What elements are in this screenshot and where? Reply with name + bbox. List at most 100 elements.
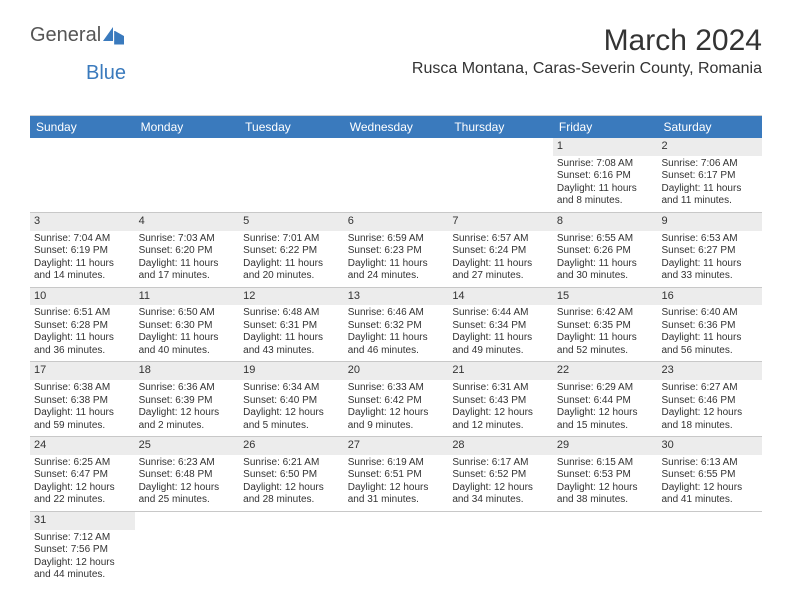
empty-cell xyxy=(239,512,344,586)
weekday-header: Monday xyxy=(135,116,240,138)
day-cell: 6Sunrise: 6:59 AMSunset: 6:23 PMDaylight… xyxy=(344,213,449,287)
empty-cell xyxy=(344,512,449,586)
sunset: Sunset: 6:40 PM xyxy=(243,395,340,408)
month-title: March 2024 xyxy=(412,24,762,58)
sunset: Sunset: 6:23 PM xyxy=(348,245,445,258)
day-number: 11 xyxy=(135,288,240,306)
day-cell: 5Sunrise: 7:01 AMSunset: 6:22 PMDaylight… xyxy=(239,213,344,287)
sunrise: Sunrise: 6:19 AM xyxy=(348,457,445,470)
sunrise: Sunrise: 6:17 AM xyxy=(452,457,549,470)
sunrise: Sunrise: 6:29 AM xyxy=(557,382,654,395)
sunrise: Sunrise: 7:04 AM xyxy=(34,233,131,246)
empty-cell xyxy=(239,138,344,212)
day-number xyxy=(553,512,658,516)
day-body: Sunrise: 6:34 AMSunset: 6:40 PMDaylight:… xyxy=(239,380,344,436)
day-body: Sunrise: 7:12 AMSunset: 7:56 PMDaylight:… xyxy=(30,530,135,586)
week-row: 1Sunrise: 7:08 AMSunset: 6:16 PMDaylight… xyxy=(30,138,762,213)
day-cell: 17Sunrise: 6:38 AMSunset: 6:38 PMDayligh… xyxy=(30,362,135,436)
day-cell: 27Sunrise: 6:19 AMSunset: 6:51 PMDayligh… xyxy=(344,437,449,511)
day-cell: 10Sunrise: 6:51 AMSunset: 6:28 PMDayligh… xyxy=(30,288,135,362)
day-cell: 7Sunrise: 6:57 AMSunset: 6:24 PMDaylight… xyxy=(448,213,553,287)
day-number: 8 xyxy=(553,213,658,231)
daylight: Daylight: 12 hours and 18 minutes. xyxy=(661,407,758,432)
day-number: 14 xyxy=(448,288,553,306)
sunrise: Sunrise: 6:31 AM xyxy=(452,382,549,395)
sunrise: Sunrise: 6:21 AM xyxy=(243,457,340,470)
weekday-header: Sunday xyxy=(30,116,135,138)
day-body: Sunrise: 6:33 AMSunset: 6:42 PMDaylight:… xyxy=(344,380,449,436)
day-body: Sunrise: 6:31 AMSunset: 6:43 PMDaylight:… xyxy=(448,380,553,436)
sunrise: Sunrise: 6:53 AM xyxy=(661,233,758,246)
day-number: 30 xyxy=(657,437,762,455)
day-number: 2 xyxy=(657,138,762,156)
day-body: Sunrise: 7:06 AMSunset: 6:17 PMDaylight:… xyxy=(657,156,762,212)
day-body: Sunrise: 7:08 AMSunset: 6:16 PMDaylight:… xyxy=(553,156,658,212)
daylight: Daylight: 11 hours and 40 minutes. xyxy=(139,332,236,357)
weekday-header: Wednesday xyxy=(344,116,449,138)
day-cell: 18Sunrise: 6:36 AMSunset: 6:39 PMDayligh… xyxy=(135,362,240,436)
sunrise: Sunrise: 6:57 AM xyxy=(452,233,549,246)
day-cell: 24Sunrise: 6:25 AMSunset: 6:47 PMDayligh… xyxy=(30,437,135,511)
day-number: 17 xyxy=(30,362,135,380)
day-body: Sunrise: 6:27 AMSunset: 6:46 PMDaylight:… xyxy=(657,380,762,436)
day-body: Sunrise: 6:29 AMSunset: 6:44 PMDaylight:… xyxy=(553,380,658,436)
day-number xyxy=(30,138,135,142)
day-body: Sunrise: 7:03 AMSunset: 6:20 PMDaylight:… xyxy=(135,231,240,287)
sunset: Sunset: 6:51 PM xyxy=(348,469,445,482)
sunset: Sunset: 6:34 PM xyxy=(452,320,549,333)
daylight: Daylight: 11 hours and 8 minutes. xyxy=(557,183,654,208)
day-body: Sunrise: 6:46 AMSunset: 6:32 PMDaylight:… xyxy=(344,305,449,361)
sunrise: Sunrise: 6:48 AM xyxy=(243,307,340,320)
day-number xyxy=(657,512,762,516)
sunset: Sunset: 6:44 PM xyxy=(557,395,654,408)
sunrise: Sunrise: 6:27 AM xyxy=(661,382,758,395)
sunrise: Sunrise: 6:23 AM xyxy=(139,457,236,470)
weekday-header: Tuesday xyxy=(239,116,344,138)
day-cell: 30Sunrise: 6:13 AMSunset: 6:55 PMDayligh… xyxy=(657,437,762,511)
week-row: 3Sunrise: 7:04 AMSunset: 6:19 PMDaylight… xyxy=(30,213,762,288)
sunset: Sunset: 6:38 PM xyxy=(34,395,131,408)
logo-text-general: General xyxy=(30,24,101,47)
sunset: Sunset: 6:22 PM xyxy=(243,245,340,258)
sunset: Sunset: 6:47 PM xyxy=(34,469,131,482)
logo-sail2-icon xyxy=(114,31,124,45)
sunset: Sunset: 6:43 PM xyxy=(452,395,549,408)
sunset: Sunset: 6:19 PM xyxy=(34,245,131,258)
sunset: Sunset: 6:32 PM xyxy=(348,320,445,333)
sunset: Sunset: 6:50 PM xyxy=(243,469,340,482)
day-cell: 15Sunrise: 6:42 AMSunset: 6:35 PMDayligh… xyxy=(553,288,658,362)
day-body: Sunrise: 6:40 AMSunset: 6:36 PMDaylight:… xyxy=(657,305,762,361)
day-cell: 11Sunrise: 6:50 AMSunset: 6:30 PMDayligh… xyxy=(135,288,240,362)
empty-cell xyxy=(657,512,762,586)
daylight: Daylight: 11 hours and 30 minutes. xyxy=(557,258,654,283)
day-cell: 19Sunrise: 6:34 AMSunset: 6:40 PMDayligh… xyxy=(239,362,344,436)
day-number xyxy=(448,138,553,142)
day-cell: 4Sunrise: 7:03 AMSunset: 6:20 PMDaylight… xyxy=(135,213,240,287)
day-number: 10 xyxy=(30,288,135,306)
daylight: Daylight: 12 hours and 9 minutes. xyxy=(348,407,445,432)
sunrise: Sunrise: 6:38 AM xyxy=(34,382,131,395)
sunset: Sunset: 6:20 PM xyxy=(139,245,236,258)
sunrise: Sunrise: 7:12 AM xyxy=(34,532,131,545)
daylight: Daylight: 11 hours and 36 minutes. xyxy=(34,332,131,357)
day-body: Sunrise: 6:13 AMSunset: 6:55 PMDaylight:… xyxy=(657,455,762,511)
daylight: Daylight: 12 hours and 5 minutes. xyxy=(243,407,340,432)
empty-cell xyxy=(553,512,658,586)
day-number: 26 xyxy=(239,437,344,455)
daylight: Daylight: 11 hours and 56 minutes. xyxy=(661,332,758,357)
sunrise: Sunrise: 6:15 AM xyxy=(557,457,654,470)
day-number xyxy=(239,138,344,142)
day-cell: 21Sunrise: 6:31 AMSunset: 6:43 PMDayligh… xyxy=(448,362,553,436)
sunset: Sunset: 6:53 PM xyxy=(557,469,654,482)
day-body: Sunrise: 6:25 AMSunset: 6:47 PMDaylight:… xyxy=(30,455,135,511)
daylight: Daylight: 12 hours and 28 minutes. xyxy=(243,482,340,507)
daylight: Daylight: 12 hours and 31 minutes. xyxy=(348,482,445,507)
weekday-header: Saturday xyxy=(657,116,762,138)
day-number xyxy=(239,512,344,516)
day-number: 29 xyxy=(553,437,658,455)
sunrise: Sunrise: 7:01 AM xyxy=(243,233,340,246)
sunset: Sunset: 6:27 PM xyxy=(661,245,758,258)
logo-text-blue: Blue xyxy=(86,62,126,84)
day-cell: 3Sunrise: 7:04 AMSunset: 6:19 PMDaylight… xyxy=(30,213,135,287)
day-body: Sunrise: 6:38 AMSunset: 6:38 PMDaylight:… xyxy=(30,380,135,436)
